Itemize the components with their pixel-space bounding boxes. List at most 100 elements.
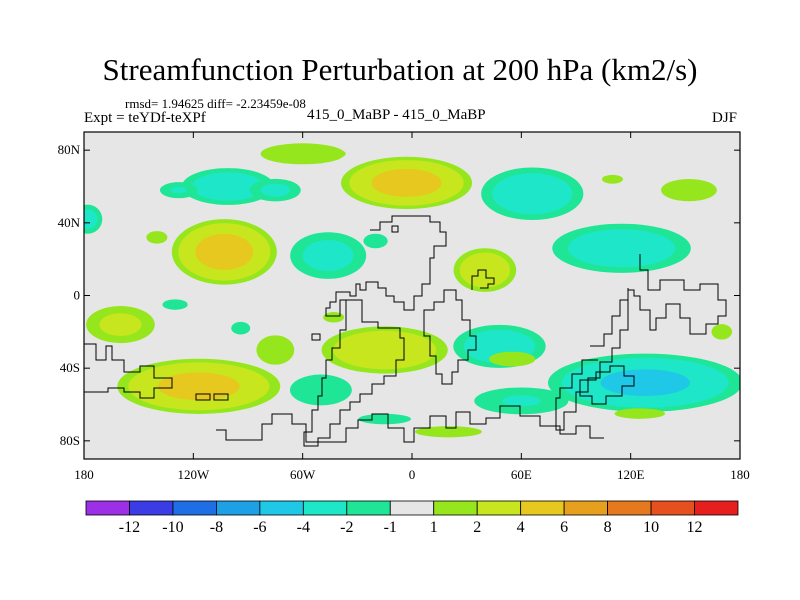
colorbar-swatch	[172, 500, 217, 516]
anomaly-blob-21	[321, 326, 448, 374]
anomaly-blob-1	[260, 143, 345, 165]
colorbar-swatch	[433, 500, 478, 516]
colorbar-swatch	[476, 500, 522, 516]
coastline-east-pacific	[84, 343, 173, 399]
anomaly-blob-14	[363, 233, 388, 249]
plot-title: Streamfunction Perturbation at 200 hPa (…	[102, 52, 698, 87]
contour-band	[158, 372, 240, 401]
anomaly-blob-2	[314, 148, 346, 160]
coastline-south-america	[303, 299, 405, 447]
colorbar-swatch	[520, 500, 565, 516]
anomaly-blob-23	[489, 351, 536, 367]
colorbar-label: -4	[297, 519, 310, 536]
coastline-eurasia	[590, 254, 727, 347]
colorbar-label: -6	[253, 519, 266, 536]
anomaly-blob-11	[171, 219, 277, 285]
contour-band	[492, 173, 573, 215]
lon-tick-label: 180	[74, 467, 94, 482]
colorbar-label: 4	[517, 519, 525, 536]
contour-band	[260, 183, 291, 197]
anomaly-blob-16	[552, 223, 691, 273]
colorbar-label: -12	[119, 519, 140, 536]
anomaly-blob-29	[414, 426, 482, 438]
colorbar-swatch	[563, 500, 609, 516]
coastlines	[84, 215, 727, 447]
anomaly-blob-19	[231, 321, 251, 335]
anomaly-blob-5	[249, 178, 301, 202]
contour-band	[84, 209, 98, 229]
colorbar-label: 2	[473, 519, 481, 536]
contour-band	[614, 408, 666, 419]
rmsd-diff-stats: rmsd= 1.94625 diff= -2.23459e-08	[125, 96, 306, 111]
anomaly-blob-18	[162, 299, 188, 310]
colorbar-label: 8	[604, 519, 612, 536]
colorbar-swatch	[302, 500, 348, 516]
anomaly-blob-4	[181, 168, 275, 205]
coastline-north-america	[325, 215, 447, 317]
lon-tick-label: 120W	[177, 467, 210, 482]
contour-band	[661, 179, 717, 202]
colorbar: -12 -10 -8 -6 -4 -2 -1 1 2 4 6 8 10 12	[85, 500, 739, 536]
contour-band	[260, 143, 345, 165]
map-axes: 80N 40N 0 40S 80S 180 120W 60W 0 60E 120E 180	[58, 132, 750, 482]
contour-band	[567, 229, 676, 268]
coastline-asia-south	[555, 288, 629, 431]
contour-band	[489, 351, 536, 367]
contour-band	[358, 413, 411, 425]
anomaly-blob-26	[256, 335, 295, 365]
contour-band	[414, 426, 482, 438]
contour-band	[195, 233, 254, 270]
colorbar-swatch	[346, 500, 391, 516]
lat-tick-label: 40N	[58, 215, 81, 230]
lon-tick-label: 120E	[617, 467, 645, 482]
contour-band	[371, 168, 442, 197]
anomaly-blob-10	[601, 174, 623, 184]
colorbar-label: -8	[210, 519, 223, 536]
contour-band	[146, 231, 168, 244]
colorbar-label: 10	[643, 519, 659, 536]
colorbar-label: -1	[384, 519, 397, 536]
anomaly-blob-13	[290, 232, 367, 279]
season-label: DJF	[712, 110, 738, 126]
lon-tick-label: 0	[409, 467, 416, 482]
anomaly-blob-9	[661, 179, 717, 202]
colorbar-swatch	[607, 500, 652, 516]
colorbar-swatch	[389, 500, 435, 516]
anomaly-blob-25	[117, 358, 281, 414]
anomaly-blob-31	[614, 408, 666, 419]
contour-band	[601, 174, 623, 184]
coastline-australia	[579, 365, 635, 405]
contour-band	[363, 233, 388, 249]
colorbar-label: 1	[430, 519, 438, 536]
anomaly-blob-27	[547, 353, 740, 412]
lon-tick-label: 60W	[290, 467, 316, 482]
lat-tick-label: 80S	[60, 433, 80, 448]
anomaly-blob-12	[146, 231, 168, 244]
contour-band	[502, 395, 541, 407]
map-panel	[84, 132, 740, 459]
colorbar-label: -2	[340, 519, 353, 536]
anomaly-blob-7	[84, 204, 103, 234]
contour-band	[323, 312, 345, 323]
coastline-islands-west	[195, 225, 399, 401]
contour-band	[314, 148, 346, 160]
contour-band	[231, 321, 251, 335]
coastline-mediterranean	[471, 269, 495, 290]
anomaly-blob-32	[711, 324, 733, 340]
anomaly-blob-30	[358, 413, 411, 425]
contour-band	[162, 299, 188, 310]
anomaly-blob-3	[341, 156, 473, 209]
coastline-antarctica	[216, 405, 604, 443]
lon-tick-label: 60E	[511, 467, 532, 482]
lat-tick-label: 80N	[58, 142, 81, 157]
anomaly-blob-17	[86, 306, 155, 344]
lon-tick-label: 180	[730, 467, 750, 482]
colorbar-swatch	[215, 500, 261, 516]
lat-tick-label: 40S	[60, 360, 80, 375]
contour-band	[99, 313, 142, 336]
anomaly-blob-6	[159, 182, 198, 199]
lat-tick-label: 0	[74, 288, 81, 303]
colorbar-swatch	[129, 500, 174, 516]
model-pair-label: 415_0_MaBP - 415_0_MaBP	[307, 107, 486, 123]
